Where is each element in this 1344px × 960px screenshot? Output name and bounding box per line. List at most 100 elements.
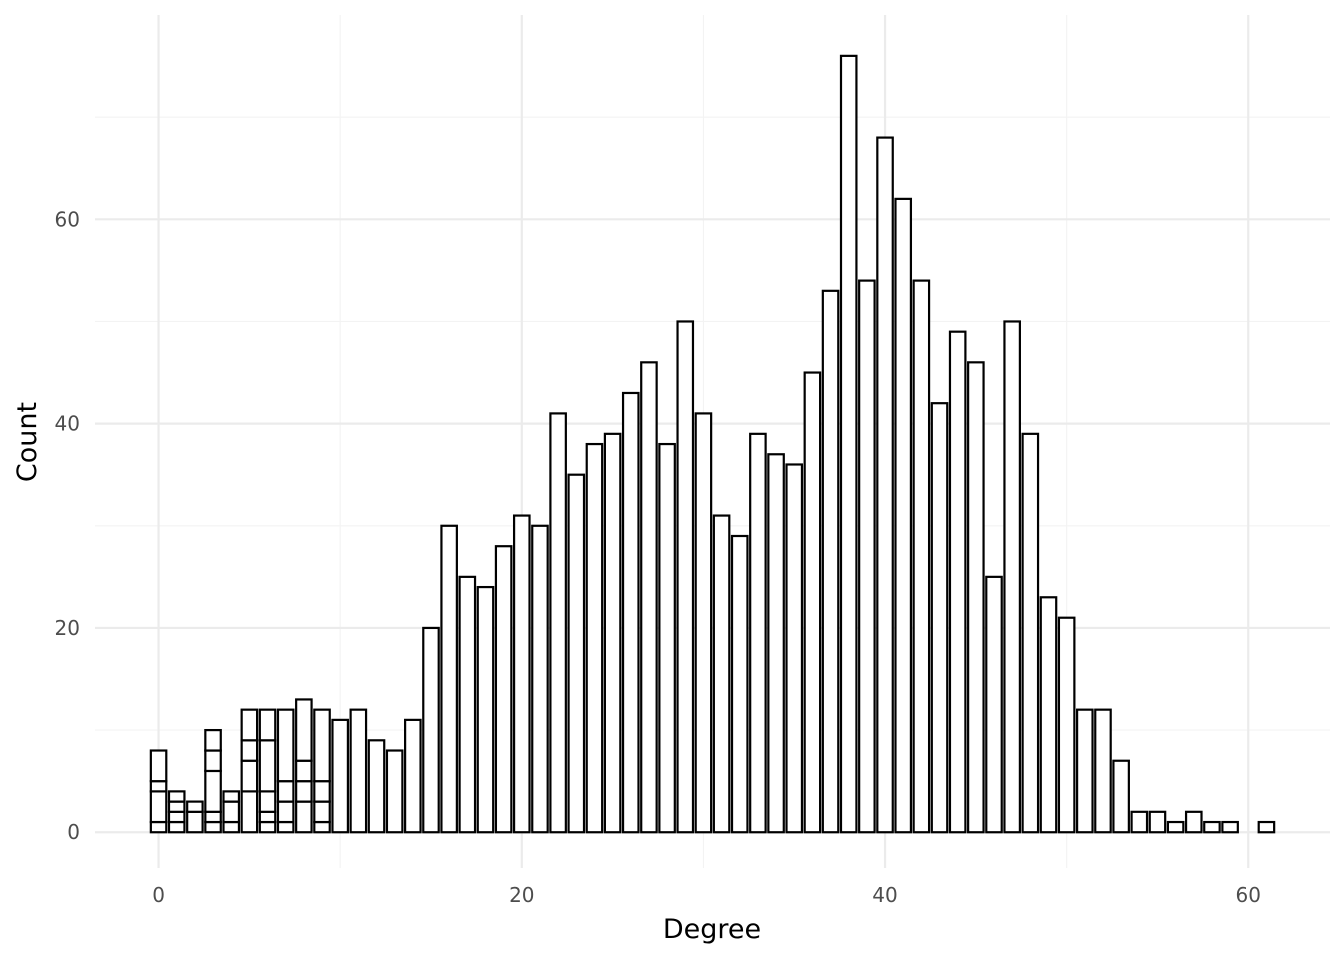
bar-segment xyxy=(204,769,222,813)
bar-segment xyxy=(240,790,259,834)
y-tick-label: 0 xyxy=(67,820,80,844)
bar xyxy=(385,749,404,834)
bar xyxy=(948,330,967,834)
bar xyxy=(1203,820,1221,834)
bar xyxy=(894,197,913,834)
bar xyxy=(912,279,931,834)
bar xyxy=(676,320,695,834)
y-tick-label: 60 xyxy=(55,207,80,231)
y-axis-tick-labels: 0 20 40 60 xyxy=(55,207,80,844)
bar xyxy=(1039,596,1058,834)
x-tick-label: 40 xyxy=(872,883,897,907)
bar-segment xyxy=(240,759,259,793)
bar-segment xyxy=(240,708,259,742)
bar-segment xyxy=(258,708,277,742)
bar-segment xyxy=(258,810,277,824)
bar-segment xyxy=(313,800,331,824)
bar xyxy=(749,432,767,834)
bar-segment xyxy=(222,790,241,803)
bar-segment xyxy=(222,800,241,824)
bar-segment xyxy=(258,790,277,813)
bar-segment xyxy=(204,728,222,752)
bar xyxy=(1184,810,1203,834)
bar xyxy=(1130,810,1149,834)
bar-segment xyxy=(313,708,331,783)
bar-segment xyxy=(167,790,186,803)
x-tick-label: 20 xyxy=(509,883,534,907)
bar xyxy=(1094,708,1112,834)
bar-segment xyxy=(149,749,168,783)
y-axis-title: Count xyxy=(12,402,43,482)
bar xyxy=(1003,320,1021,834)
x-axis-tick-labels: 0 20 40 60 xyxy=(152,883,1261,907)
x-tick-label: 60 xyxy=(1236,883,1261,907)
bar-segment xyxy=(149,780,168,793)
bar-segment xyxy=(295,759,313,783)
bar xyxy=(512,514,531,834)
bar xyxy=(603,432,622,834)
bar-segment xyxy=(313,780,331,803)
bar xyxy=(821,289,840,834)
bar-segment xyxy=(258,739,277,793)
bar-segment xyxy=(222,820,241,834)
bar-segment xyxy=(167,810,186,824)
bars xyxy=(149,54,1276,834)
bar xyxy=(858,279,876,834)
bar-segment xyxy=(204,810,222,824)
bar-segment xyxy=(276,800,295,824)
bar xyxy=(349,708,368,834)
bar xyxy=(1057,616,1076,834)
bar xyxy=(767,453,785,834)
bar-segment xyxy=(295,780,313,803)
bar xyxy=(458,575,477,834)
bar xyxy=(1257,820,1276,834)
bar xyxy=(567,473,586,834)
bar-segment xyxy=(276,708,295,783)
y-tick-label: 20 xyxy=(55,616,80,640)
bar xyxy=(985,575,1003,834)
bar xyxy=(967,361,985,834)
bar-segment xyxy=(295,698,313,762)
bar xyxy=(621,391,640,834)
bar-segment xyxy=(276,780,295,803)
bar xyxy=(712,514,731,834)
bar xyxy=(585,442,604,834)
x-tick-label: 0 xyxy=(152,883,165,907)
x-axis-title: Degree xyxy=(663,914,761,945)
bar xyxy=(1075,708,1094,834)
bar xyxy=(839,54,858,834)
bar-segment xyxy=(186,800,204,813)
bar-segment xyxy=(186,810,204,834)
bar xyxy=(331,718,350,834)
bar xyxy=(876,136,894,834)
bar xyxy=(1021,432,1040,834)
bar xyxy=(404,718,422,834)
bar xyxy=(785,463,804,834)
bar xyxy=(476,585,495,834)
bar xyxy=(640,361,658,834)
bar-segment xyxy=(276,820,295,834)
bar-segment xyxy=(149,820,168,834)
bar xyxy=(658,442,676,834)
bar xyxy=(367,739,386,834)
bar-segment xyxy=(295,800,313,834)
bar-segment xyxy=(204,820,222,834)
bar-segment xyxy=(204,749,222,773)
y-tick-label: 40 xyxy=(55,412,80,436)
bar xyxy=(440,524,458,834)
bar xyxy=(930,402,949,834)
bar-segment xyxy=(149,790,168,824)
bar xyxy=(694,412,713,834)
bar xyxy=(1221,820,1239,834)
bar xyxy=(1112,759,1130,834)
bar xyxy=(1148,810,1167,834)
bar-segment xyxy=(240,739,259,762)
bar xyxy=(549,412,567,834)
bar xyxy=(494,545,513,834)
bar xyxy=(730,534,749,834)
bar xyxy=(1166,820,1185,834)
bar-segment xyxy=(258,820,277,834)
bar-segment xyxy=(167,820,186,834)
bar xyxy=(803,371,822,834)
